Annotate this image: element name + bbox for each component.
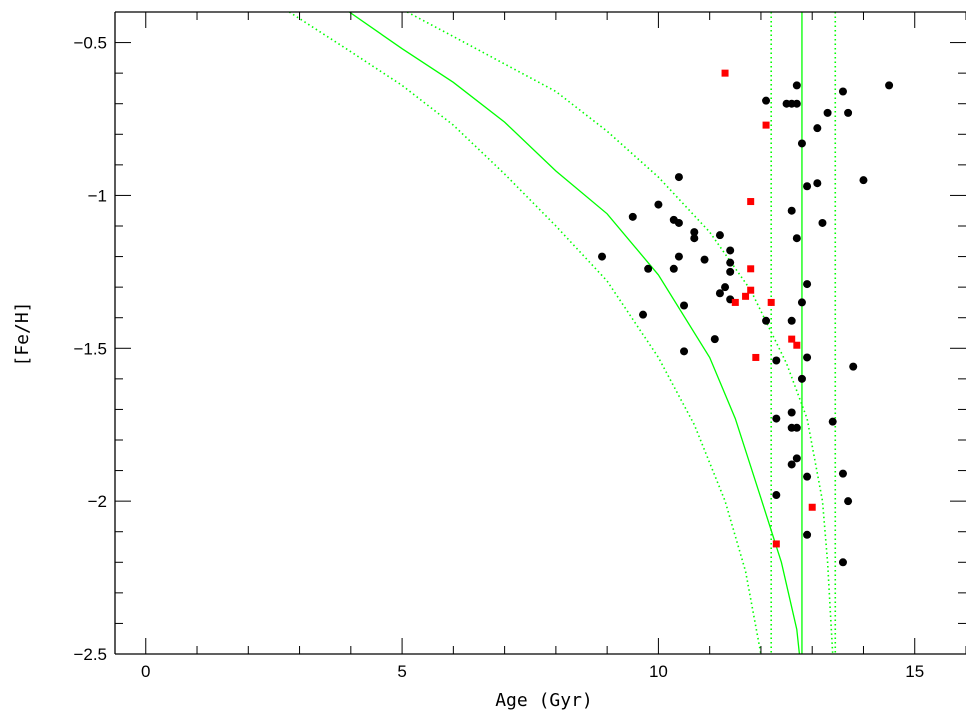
data-point-circle-47 <box>803 530 812 539</box>
data-point-circle-3 <box>644 264 653 273</box>
data-point-square-10 <box>793 341 801 349</box>
data-point-circle-4 <box>654 200 663 209</box>
data-point-circle-6 <box>669 264 678 273</box>
data-point-square-12 <box>772 540 780 548</box>
data-point-circle-46 <box>803 472 812 481</box>
data-point-circle-16 <box>715 231 724 240</box>
data-point-circle-27 <box>772 491 781 500</box>
y-tick-label: −0.5 <box>73 34 107 53</box>
y-tick-label: −1.5 <box>73 339 107 358</box>
plot-content <box>288 12 894 654</box>
data-point-circle-56 <box>844 108 853 117</box>
data-point-square-0 <box>721 69 729 77</box>
x-tick-label: 15 <box>905 662 924 681</box>
data-point-circle-19 <box>726 246 735 255</box>
data-point-circle-49 <box>813 179 822 188</box>
data-point-circle-0 <box>598 252 607 261</box>
data-point-square-11 <box>808 503 816 511</box>
data-point-circle-1 <box>628 212 637 221</box>
data-point-circle-41 <box>797 298 806 307</box>
data-point-circle-39 <box>792 454 801 463</box>
data-point-circle-51 <box>823 108 832 117</box>
data-point-circle-12 <box>690 228 699 237</box>
data-point-square-1 <box>762 121 770 129</box>
data-point-circle-26 <box>772 414 781 423</box>
data-point-circle-36 <box>792 99 801 108</box>
data-point-circle-8 <box>674 252 683 261</box>
data-point-circle-9 <box>674 173 683 182</box>
x-axis-label: Age (Gyr) <box>495 690 593 711</box>
data-point-square-6 <box>731 298 739 306</box>
data-point-circle-50 <box>818 218 827 227</box>
data-point-circle-53 <box>838 87 847 96</box>
model-curve-2 <box>406 12 834 654</box>
y-tick-label: −2.5 <box>73 645 107 664</box>
data-point-circle-13 <box>690 234 699 243</box>
data-point-circle-23 <box>762 96 771 105</box>
data-point-circle-21 <box>726 267 735 276</box>
data-point-circle-52 <box>828 417 837 426</box>
model-curve-1 <box>288 12 762 654</box>
data-point-square-7 <box>767 298 775 306</box>
y-tick-label: −2 <box>88 492 107 511</box>
data-point-circle-57 <box>844 497 853 506</box>
data-point-square-2 <box>747 198 755 206</box>
data-point-circle-32 <box>787 408 796 417</box>
data-point-circle-31 <box>787 316 796 325</box>
x-tick-label: 10 <box>649 662 668 681</box>
data-point-circle-60 <box>885 81 894 90</box>
data-point-circle-15 <box>710 335 719 344</box>
y-tick-label: −1 <box>88 186 107 205</box>
y-axis-label: [Fe/H] <box>12 301 33 366</box>
data-point-circle-25 <box>772 356 781 365</box>
data-point-circle-59 <box>859 176 868 185</box>
data-point-square-4 <box>747 286 755 294</box>
data-point-square-9 <box>788 335 796 343</box>
data-point-circle-44 <box>803 280 812 289</box>
data-point-circle-55 <box>838 558 847 567</box>
data-point-circle-43 <box>803 182 812 191</box>
data-point-circle-35 <box>792 81 801 90</box>
model-curve-0 <box>348 12 801 654</box>
data-point-circle-38 <box>792 423 801 432</box>
data-point-square-5 <box>742 292 750 300</box>
data-point-circle-20 <box>726 258 735 267</box>
data-point-circle-14 <box>700 255 709 264</box>
data-point-circle-24 <box>762 316 771 325</box>
data-point-circle-37 <box>792 234 801 243</box>
data-point-circle-2 <box>639 310 648 319</box>
data-point-circle-11 <box>680 301 689 310</box>
data-point-square-8 <box>752 353 760 361</box>
data-point-circle-34 <box>787 460 796 469</box>
data-point-circle-40 <box>797 139 806 148</box>
data-point-circle-10 <box>680 347 689 356</box>
data-point-square-3 <box>747 265 755 273</box>
data-point-circle-42 <box>797 374 806 383</box>
data-point-circle-17 <box>715 289 724 298</box>
data-point-circle-7 <box>674 218 683 227</box>
data-point-circle-54 <box>838 469 847 478</box>
tick-labels: 0 5 10 15 −0.5 −1 −1.5 −2 −2.5 <box>73 34 924 681</box>
x-tick-label: 0 <box>141 662 150 681</box>
data-point-circle-30 <box>787 206 796 215</box>
data-point-circle-45 <box>803 353 812 362</box>
data-point-circle-48 <box>813 124 822 133</box>
data-point-circle-18 <box>721 283 730 292</box>
data-point-circle-58 <box>849 362 858 371</box>
x-tick-label: 5 <box>397 662 406 681</box>
tick-marks <box>115 11 966 655</box>
axes-frame <box>114 11 966 655</box>
